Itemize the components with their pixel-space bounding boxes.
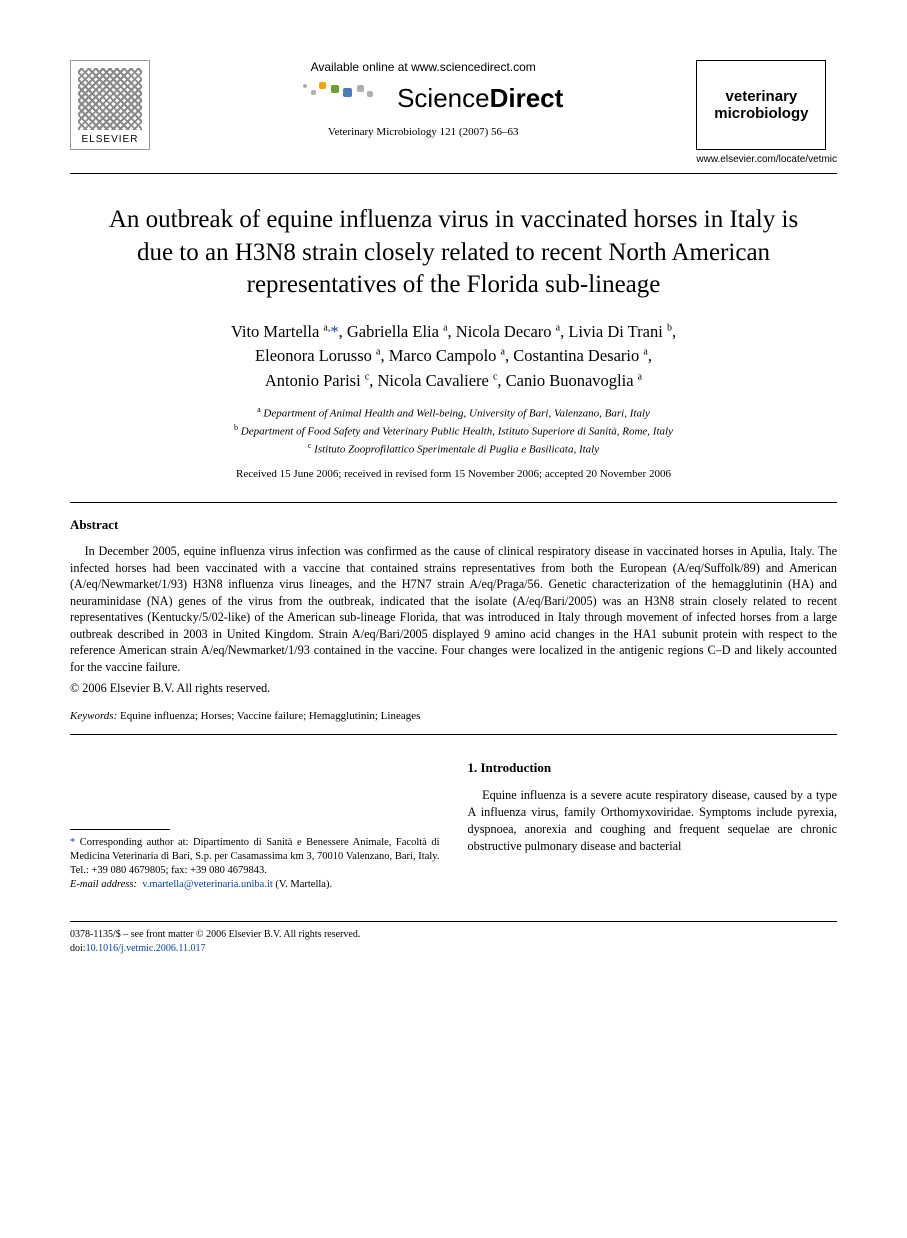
publisher-logo-label: ELSEVIER <box>82 134 139 145</box>
two-col-body: * Corresponding author at: Dipartimento … <box>70 759 837 893</box>
article-title: An outbreak of equine influenza virus in… <box>90 204 817 302</box>
doi-label: doi: <box>70 943 86 954</box>
doi-line: doi:10.1016/j.vetmic.2006.11.017 <box>70 942 837 956</box>
email-link[interactable]: v.martella@veterinaria.uniba.it <box>142 879 273 890</box>
doi-link[interactable]: 10.1016/j.vetmic.2006.11.017 <box>86 943 206 954</box>
corresponding-author-footnote: * Corresponding author at: Dipartimento … <box>70 836 440 879</box>
brand-prefix: Science <box>397 83 490 113</box>
front-matter-rule <box>70 921 837 922</box>
keywords-block: Keywords: Equine influenza; Horses; Vacc… <box>70 710 837 722</box>
intro-heading: 1. Introduction <box>468 759 838 777</box>
available-online-text: Available online at www.sciencedirect.co… <box>162 60 684 74</box>
sciencedirect-dots-icon <box>283 80 393 102</box>
left-col: * Corresponding author at: Dipartimento … <box>70 759 440 893</box>
front-matter-line1: 0378-1135/$ – see front matter © 2006 El… <box>70 928 837 942</box>
journal-box-line2: microbiology <box>714 105 808 122</box>
right-col: 1. Introduction Equine influenza is a se… <box>468 759 838 893</box>
email-label: E-mail address: <box>70 879 137 890</box>
center-header: Available online at www.sciencedirect.co… <box>150 60 696 138</box>
abstract-top-rule <box>70 502 837 503</box>
journal-box: veterinary microbiology <box>696 60 826 150</box>
journal-citation: Veterinary Microbiology 121 (2007) 56–63 <box>162 126 684 138</box>
sciencedirect-wordmark: ScienceDirect <box>397 83 563 114</box>
star-icon: * <box>70 837 75 848</box>
abstract-bottom-rule <box>70 734 837 735</box>
affiliations-list: a Department of Animal Health and Well-b… <box>70 404 837 458</box>
authors-list: Vito Martella a,*, Gabriella Elia a, Nic… <box>70 320 837 394</box>
email-person: (V. Martella). <box>273 879 332 890</box>
publisher-logo: ELSEVIER <box>70 60 150 150</box>
abstract-heading: Abstract <box>70 517 837 533</box>
abstract-copyright: © 2006 Elsevier B.V. All rights reserved… <box>70 681 837 696</box>
article-dates: Received 15 June 2006; received in revis… <box>70 468 837 480</box>
keywords-text: Equine influenza; Horses; Vaccine failur… <box>117 710 420 722</box>
header-row: ELSEVIER Available online at www.science… <box>70 60 837 165</box>
keywords-label: Keywords: <box>70 710 117 722</box>
elsevier-tree-icon <box>78 68 142 130</box>
front-matter: 0378-1135/$ – see front matter © 2006 El… <box>70 928 837 956</box>
sciencedirect-brand: ScienceDirect <box>162 80 684 114</box>
abstract-body: In December 2005, equine influenza virus… <box>70 543 837 675</box>
intro-body: Equine influenza is a severe acute respi… <box>468 787 838 855</box>
journal-brand-block: veterinary microbiology www.elsevier.com… <box>696 60 837 165</box>
locate-url: www.elsevier.com/locate/vetmic <box>696 154 837 165</box>
header-rule <box>70 173 837 174</box>
email-footnote: E-mail address: v.martella@veterinaria.u… <box>70 878 440 892</box>
journal-box-line1: veterinary <box>726 88 798 105</box>
corr-text: Corresponding author at: Dipartimento di… <box>70 837 440 876</box>
footnote-rule <box>70 829 170 830</box>
brand-suffix: Direct <box>490 83 564 113</box>
